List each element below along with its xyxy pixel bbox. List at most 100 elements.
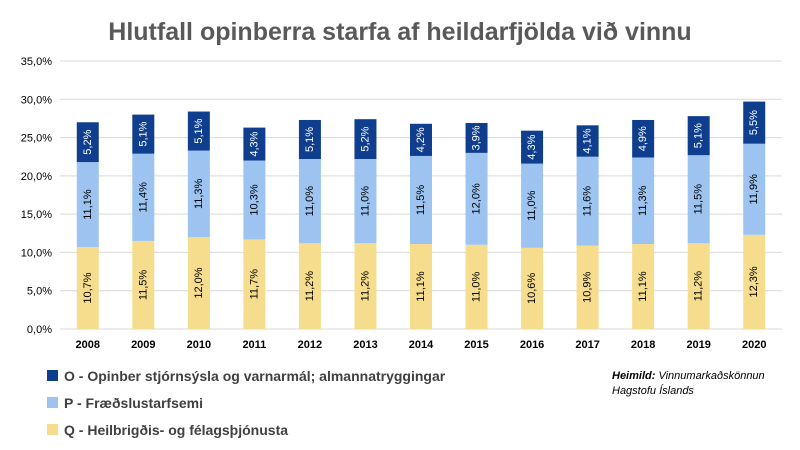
data-label: 5,1% [304, 127, 316, 152]
data-label: 5,2% [82, 129, 94, 154]
data-label: 11,0% [304, 186, 316, 217]
bar-segment [521, 163, 544, 248]
bar-segment [632, 157, 655, 245]
bar-segment [521, 130, 544, 164]
bar-segment [687, 155, 710, 244]
data-label: 10,3% [248, 184, 260, 215]
data-label: 4,1% [582, 128, 594, 153]
x-tick-label: 2008 [76, 339, 100, 351]
data-label: 11,6% [582, 186, 594, 217]
x-tick-label: 2014 [409, 339, 434, 351]
x-tick-label: 2017 [575, 339, 599, 351]
bar-segment [410, 244, 432, 329]
bar-segment [743, 143, 766, 235]
chart-title: Hlutfall opinberra starfa af heildarfjöl… [108, 18, 692, 46]
data-label: 11,5% [693, 184, 705, 215]
data-label: 5,1% [693, 123, 705, 148]
data-label: 11,5% [415, 185, 427, 216]
legend-swatch-p [47, 397, 58, 408]
source-label: Heimild: [612, 370, 656, 382]
y-tick-label: 30,0% [21, 94, 52, 106]
bar-segment [521, 247, 544, 329]
legend-label-q: Q - Heilbrigðis- og félagsþjónusta [64, 421, 289, 438]
x-tick-label: 2015 [464, 339, 488, 351]
y-tick-label: 5,0% [27, 286, 52, 298]
source-line2: Hagstofu Íslands [612, 385, 694, 397]
bar-segment [187, 150, 210, 238]
legend-swatch-q [47, 424, 58, 435]
data-label: 12,3% [748, 266, 760, 297]
data-label: 12,0% [471, 183, 483, 214]
bar-segment [576, 245, 599, 329]
bar-segment [76, 247, 99, 329]
bar-segment [465, 244, 488, 329]
bar-segment [632, 119, 655, 158]
data-label: 5,5% [748, 110, 760, 135]
data-label: 11,2% [693, 271, 705, 302]
data-label: 10,6% [526, 273, 538, 304]
y-tick-label: 20,0% [21, 171, 52, 183]
data-label: 11,3% [193, 178, 205, 209]
bar-segment [743, 234, 766, 329]
x-tick-label: 2012 [298, 339, 322, 351]
y-tick-label: 25,0% [21, 133, 52, 145]
legend-label-p: P - Fræðslustarfsemi [64, 394, 204, 411]
data-label: 12,0% [193, 267, 205, 298]
x-tick-label: 2018 [631, 339, 655, 351]
bar-segment [465, 152, 488, 245]
bar-segment [76, 162, 99, 248]
bar-segment [132, 153, 155, 241]
data-label: 11,1% [82, 189, 94, 220]
data-label: 5,1% [137, 121, 149, 146]
bar-segment [354, 243, 377, 329]
data-label: 4,3% [526, 134, 538, 159]
data-label: 11,1% [415, 271, 427, 302]
x-tick-label: 2016 [520, 339, 544, 351]
bar-segment [354, 159, 377, 244]
x-tick-label: 2020 [742, 339, 766, 351]
bar-segment [298, 159, 321, 244]
data-label: 3,9% [471, 125, 483, 150]
data-label: 5,1% [193, 118, 205, 143]
data-label: 10,9% [582, 271, 594, 302]
bar-segment [410, 123, 432, 156]
data-label: 4,9% [637, 126, 649, 151]
bar-segment [687, 116, 710, 156]
data-label: 11,2% [304, 271, 316, 302]
bar-segment [76, 122, 99, 163]
data-label: 10,7% [82, 272, 94, 303]
bar-segment [354, 119, 377, 160]
bar-segment [576, 156, 599, 246]
legend-label-o: O - Opinber stjórnsýsla og varnarmál; al… [64, 367, 446, 384]
bar-segment [632, 244, 655, 329]
x-tick-label: 2009 [131, 339, 155, 351]
data-label: 11,0% [471, 271, 483, 302]
bar-segment [132, 240, 155, 329]
data-label: 11,5% [137, 270, 149, 301]
data-label: 11,3% [637, 185, 649, 216]
data-label: 11,1% [637, 271, 649, 302]
data-label: 11,0% [526, 190, 538, 221]
legend-item-o: O - Opinber stjórnsýsla og varnarmál; al… [47, 362, 445, 389]
source-note: Heimild: Vinnumarkaðskönnun Hagstofu Ísl… [612, 369, 765, 399]
bar-segment [465, 123, 488, 153]
data-label: 4,3% [248, 131, 260, 156]
y-tick-label: 10,0% [21, 247, 52, 259]
data-label: 11,9% [748, 174, 760, 205]
legend-item-p: P - Fræðslustarfsemi [47, 389, 445, 416]
x-tick-label: 2010 [187, 339, 211, 351]
bar-segment [187, 237, 210, 329]
y-tick-label: 35,0% [21, 56, 52, 68]
legend: O - Opinber stjórnsýsla og varnarmál; al… [47, 362, 445, 443]
bar-segment [243, 160, 266, 240]
x-tick-label: 2019 [686, 339, 710, 351]
bar-segment [243, 127, 266, 161]
bar-segment [243, 239, 266, 329]
data-label: 11,4% [137, 182, 149, 213]
y-tick-label: 15,0% [21, 209, 52, 221]
data-label: 11,0% [359, 186, 371, 217]
data-label: 11,7% [248, 269, 260, 300]
data-label: 4,2% [415, 127, 427, 152]
x-tick-label: 2013 [353, 339, 377, 351]
